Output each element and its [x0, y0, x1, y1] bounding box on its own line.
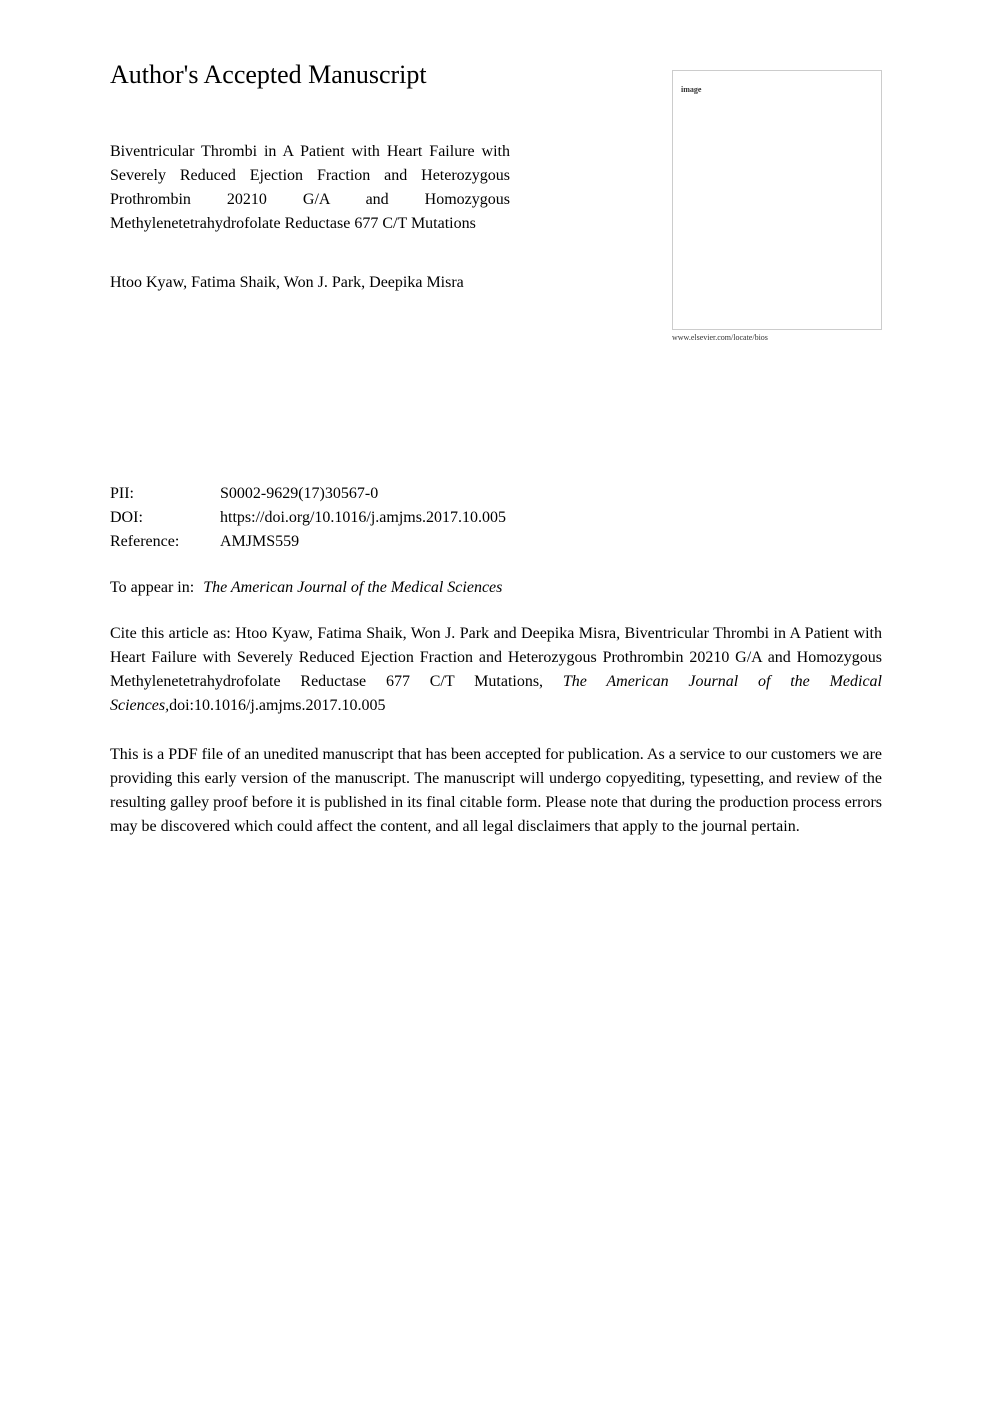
appear-in-label: To appear in: [110, 579, 194, 596]
doi-label: DOI: [110, 506, 220, 530]
metadata-row-doi: DOI: https://doi.org/10.1016/j.amjms.201… [110, 506, 882, 530]
pii-value: S0002-9629(17)30567-0 [220, 482, 882, 506]
metadata-row-pii: PII: S0002-9629(17)30567-0 [110, 482, 882, 506]
journal-name: The American Journal of the Medical Scie… [203, 579, 502, 596]
image-label: image [681, 85, 701, 94]
article-title: Biventricular Thrombi in A Patient with … [110, 140, 510, 236]
metadata-table: PII: S0002-9629(17)30567-0 DOI: https://… [110, 482, 882, 554]
reference-value: AMJMS559 [220, 530, 882, 554]
pii-label: PII: [110, 482, 220, 506]
website-url: www.elsevier.com/locate/bios [672, 333, 882, 342]
disclaimer: This is a PDF file of an unedited manusc… [110, 743, 882, 839]
authors: Htoo Kyaw, Fatima Shaik, Won J. Park, De… [110, 271, 510, 295]
citation-suffix: doi:10.1016/j.amjms.2017.10.005 [169, 697, 385, 714]
reference-label: Reference: [110, 530, 220, 554]
metadata-row-reference: Reference: AMJMS559 [110, 530, 882, 554]
citation: Cite this article as: Htoo Kyaw, Fatima … [110, 622, 882, 718]
appear-in: To appear in: The American Journal of th… [110, 579, 882, 597]
image-placeholder-box: image [672, 70, 882, 330]
page-title: Author's Accepted Manuscript [110, 60, 510, 90]
doi-value: https://doi.org/10.1016/j.amjms.2017.10.… [220, 506, 882, 530]
